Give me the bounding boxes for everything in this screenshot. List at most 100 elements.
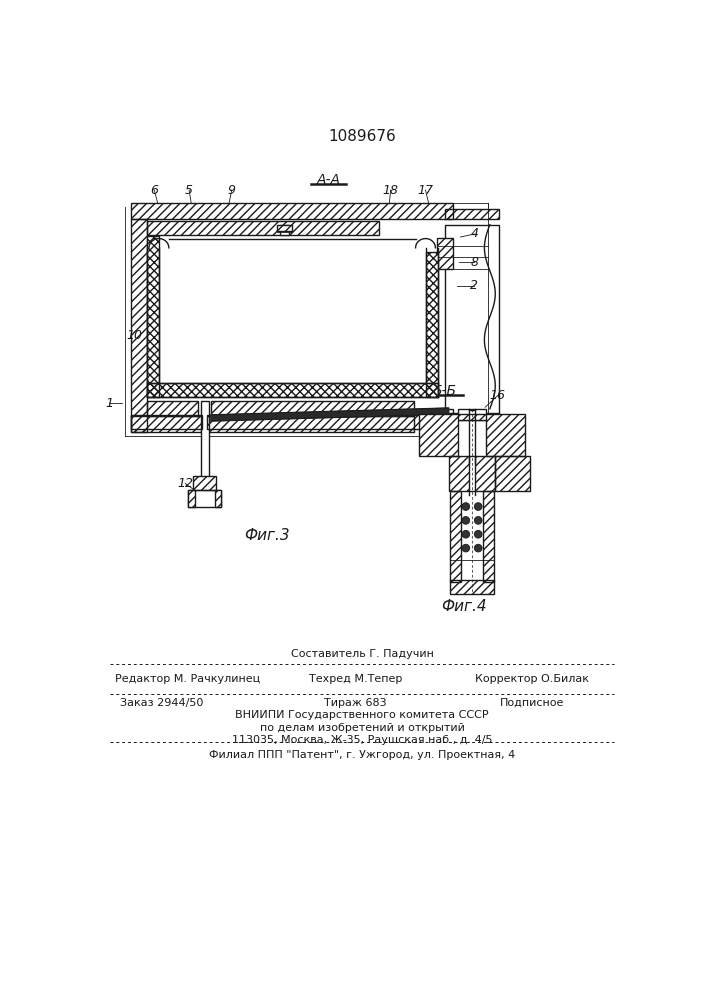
Text: 17: 17 xyxy=(418,184,433,197)
Text: Б-Б: Б-Б xyxy=(433,384,457,398)
Circle shape xyxy=(474,530,482,538)
Text: 12: 12 xyxy=(177,477,193,490)
Bar xyxy=(445,413,499,420)
Circle shape xyxy=(462,544,469,552)
Bar xyxy=(445,413,499,420)
Bar xyxy=(131,219,146,432)
Circle shape xyxy=(462,503,469,510)
Bar xyxy=(146,383,438,397)
Bar xyxy=(159,246,426,383)
Text: 11: 11 xyxy=(270,337,286,350)
Text: 4: 4 xyxy=(470,227,479,240)
Bar xyxy=(445,209,499,219)
Bar xyxy=(215,490,221,507)
Bar xyxy=(146,383,438,397)
Text: 9: 9 xyxy=(228,184,235,197)
Bar xyxy=(193,476,216,490)
Bar xyxy=(188,490,194,507)
Bar xyxy=(426,252,438,397)
Text: Подписное: Подписное xyxy=(499,698,564,708)
Bar xyxy=(276,225,292,231)
Bar xyxy=(146,236,159,397)
Bar xyxy=(426,252,438,397)
Bar xyxy=(146,221,379,235)
Text: Техред М.Тепер: Техред М.Тепер xyxy=(309,674,402,684)
Bar xyxy=(450,491,461,582)
Bar xyxy=(207,415,433,429)
Bar xyxy=(215,490,221,507)
Text: Составитель Г. Падучин: Составитель Г. Падучин xyxy=(291,649,433,659)
Bar xyxy=(146,401,199,416)
Text: 1089676: 1089676 xyxy=(328,129,396,144)
Bar xyxy=(445,209,499,219)
Bar xyxy=(276,225,292,231)
Text: 16: 16 xyxy=(489,389,506,402)
Text: 8: 8 xyxy=(515,445,522,458)
Bar xyxy=(437,238,452,269)
Bar xyxy=(146,401,199,416)
Text: ВНИИПИ Государственного комитета СССР: ВНИИПИ Государственного комитета СССР xyxy=(235,710,489,720)
Circle shape xyxy=(462,530,469,538)
Bar xyxy=(461,491,483,582)
Bar xyxy=(450,491,461,582)
Bar xyxy=(437,238,452,269)
Bar xyxy=(131,415,202,429)
Text: 5: 5 xyxy=(515,418,522,431)
Bar xyxy=(207,415,433,429)
Bar xyxy=(131,415,202,429)
Text: Тираж 683: Тираж 683 xyxy=(325,698,387,708)
Bar xyxy=(188,490,221,507)
Bar xyxy=(426,252,438,397)
Bar xyxy=(280,225,289,235)
Bar xyxy=(131,203,452,219)
Bar xyxy=(450,491,461,582)
Bar xyxy=(201,401,209,490)
Text: 18: 18 xyxy=(382,184,399,197)
Text: 6: 6 xyxy=(151,184,158,197)
Bar xyxy=(437,409,452,432)
Bar xyxy=(146,221,379,235)
Bar xyxy=(188,490,194,507)
Bar xyxy=(211,401,414,416)
Bar xyxy=(495,456,530,491)
Bar xyxy=(495,456,530,491)
Bar xyxy=(449,456,495,491)
Bar xyxy=(146,236,159,397)
Bar xyxy=(146,221,379,235)
Polygon shape xyxy=(211,408,449,421)
Text: Заказ 2944/50: Заказ 2944/50 xyxy=(120,698,204,708)
Bar xyxy=(131,415,202,429)
Text: Редактор М. Рачкулинец: Редактор М. Рачкулинец xyxy=(115,674,260,684)
Text: 1: 1 xyxy=(105,397,113,410)
Bar xyxy=(486,414,525,456)
Bar xyxy=(131,203,452,219)
Text: 8: 8 xyxy=(470,256,479,269)
Bar xyxy=(486,414,525,456)
Bar xyxy=(450,580,493,594)
Bar xyxy=(131,416,414,432)
Bar xyxy=(131,416,414,432)
Bar xyxy=(131,219,146,432)
Bar xyxy=(131,203,452,219)
Circle shape xyxy=(474,517,482,524)
Bar xyxy=(449,456,495,491)
Bar xyxy=(131,219,146,432)
Bar xyxy=(486,414,525,456)
Bar xyxy=(483,491,493,582)
Circle shape xyxy=(474,503,482,510)
Bar xyxy=(450,580,493,594)
Bar xyxy=(469,456,475,491)
Bar xyxy=(146,236,159,397)
Text: А-А: А-А xyxy=(317,173,341,187)
Bar xyxy=(437,409,452,432)
Bar xyxy=(450,580,493,594)
Bar xyxy=(495,456,530,491)
Bar xyxy=(458,409,486,414)
Text: Филиал ППП "Патент", г. Ужгород, ул. Проектная, 4: Филиал ППП "Патент", г. Ужгород, ул. Про… xyxy=(209,750,515,760)
Bar xyxy=(215,490,221,507)
Text: Корректор О.Билак: Корректор О.Билак xyxy=(474,674,589,684)
Bar xyxy=(419,414,458,456)
Bar xyxy=(193,476,216,490)
Text: Фиг.4: Фиг.4 xyxy=(441,599,487,614)
Bar xyxy=(193,476,216,490)
